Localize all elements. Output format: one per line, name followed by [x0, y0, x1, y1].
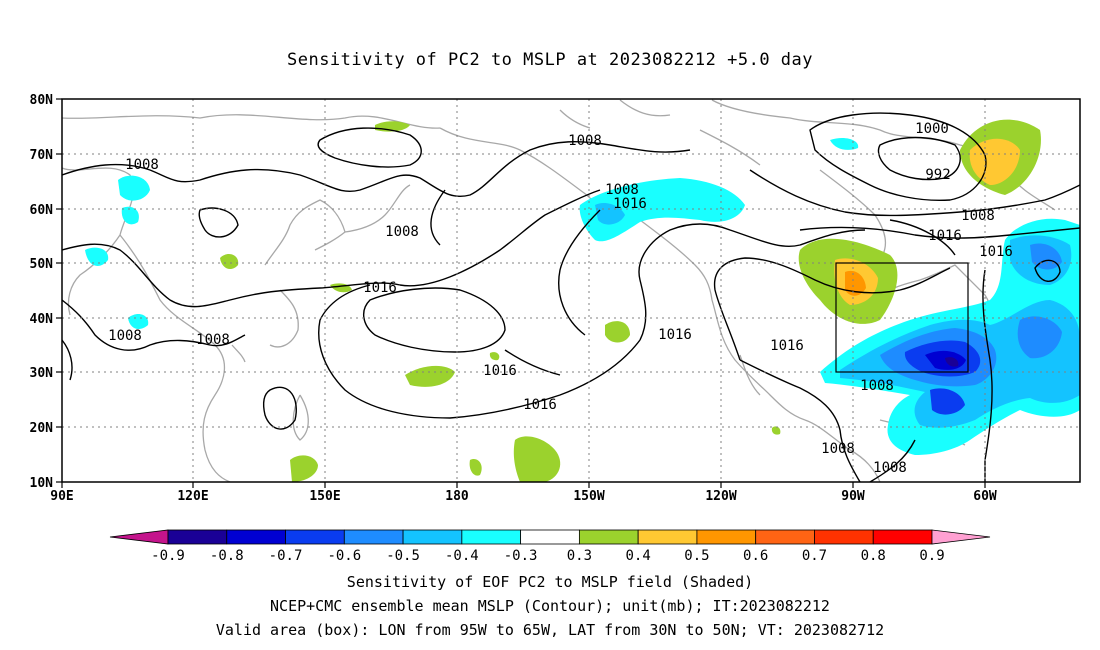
lat-label: 60N [30, 203, 54, 218]
contour-label: 1016 [483, 363, 517, 379]
colorbar-label: 0.3 [567, 548, 592, 564]
colorbar-label: -0.4 [445, 548, 479, 564]
lat-label: 20N [30, 421, 54, 436]
colorbar-swatch [343, 529, 404, 545]
colorbar: -0.9 -0.8 -0.7 -0.6 -0.5 -0.4 -0.3 0.3 0.4 0.5 0.6… [109, 529, 991, 564]
colorbar-label: 0.6 [743, 548, 768, 564]
caption-line-1: Sensitivity of EOF PC2 to MSLP field (Sh… [346, 573, 754, 591]
contour-label: 1000 [915, 121, 949, 137]
contour-label: 1008 [860, 378, 894, 394]
colorbar-left-arrow [109, 529, 169, 545]
axis-ticks [56, 98, 986, 488]
colorbar-swatch [520, 529, 580, 545]
colorbar-swatch [167, 529, 228, 545]
lat-label: 30N [30, 366, 54, 381]
caption-line-3: Valid area (box): LON from 95W to 65W, L… [215, 621, 885, 639]
colorbar-swatch [755, 529, 815, 545]
colorbar-swatch [872, 529, 933, 545]
lat-label: 40N [30, 312, 54, 327]
colorbar-label: -0.8 [210, 548, 244, 564]
contour-label: 1016 [770, 338, 804, 354]
contour-label: 1016 [613, 196, 647, 212]
contour-label: 1008 [385, 224, 419, 240]
lon-label: 90W [841, 489, 865, 504]
colorbar-label: 0.8 [861, 548, 886, 564]
contour-label: 1008 [125, 157, 159, 173]
lon-label: 60W [973, 489, 997, 504]
lat-label: 50N [30, 257, 54, 272]
sensitivity-shading [85, 119, 1080, 482]
contour-label: 1008 [196, 332, 230, 348]
lon-label: 120E [177, 489, 208, 504]
contour-label: 1008 [108, 328, 142, 344]
colorbar-swatch [637, 529, 698, 545]
colorbar-swatch [226, 529, 286, 545]
lon-label: 90E [50, 489, 73, 504]
colorbar-swatch [696, 529, 757, 545]
lat-label: 80N [30, 93, 54, 108]
lon-label: 150E [309, 489, 340, 504]
colorbar-swatch [402, 529, 463, 545]
colorbar-label: -0.9 [151, 548, 185, 564]
contour-label: 1016 [363, 280, 397, 296]
lat-label: 10N [30, 476, 54, 491]
colorbar-label: 0.7 [802, 548, 827, 564]
colorbar-label: 0.4 [626, 548, 651, 564]
lon-label: 120W [705, 489, 736, 504]
colorbar-label: 0.9 [919, 548, 944, 564]
colorbar-label: -0.5 [386, 548, 420, 564]
colorbar-label: -0.7 [269, 548, 303, 564]
caption-line-2: NCEP+CMC ensemble mean MSLP (Contour); u… [270, 597, 830, 615]
colorbar-swatch [461, 529, 522, 545]
colorbar-swatch [578, 529, 639, 545]
map-frame [61, 98, 1081, 483]
contour-label: 1008 [873, 460, 907, 476]
lat-label: 70N [30, 148, 54, 163]
contour-label: 1008 [821, 441, 855, 457]
colorbar-right-arrow [931, 529, 991, 545]
contour-label: 992 [925, 167, 950, 183]
gridlines [62, 99, 1080, 482]
contour-label: 1008 [961, 208, 995, 224]
lon-label: 150W [573, 489, 604, 504]
contour-label: 1008 [605, 182, 639, 198]
lon-label: 180 [445, 489, 469, 504]
colorbar-label: -0.6 [327, 548, 361, 564]
colorbar-label: -0.3 [504, 548, 538, 564]
valid-area-box [835, 262, 969, 373]
colorbar-swatch [814, 529, 874, 545]
contour-label: 1016 [979, 244, 1013, 260]
contour-label: 1016 [523, 397, 557, 413]
colorbar-label: 0.5 [684, 548, 709, 564]
contour-label: 1008 [568, 133, 602, 149]
chart-title: Sensitivity of PC2 to MSLP at 2023082212… [286, 50, 813, 70]
contour-label: 1016 [928, 228, 962, 244]
mslp-contours [62, 112, 1080, 482]
contour-label: 1016 [658, 327, 692, 343]
colorbar-swatch [285, 529, 345, 545]
